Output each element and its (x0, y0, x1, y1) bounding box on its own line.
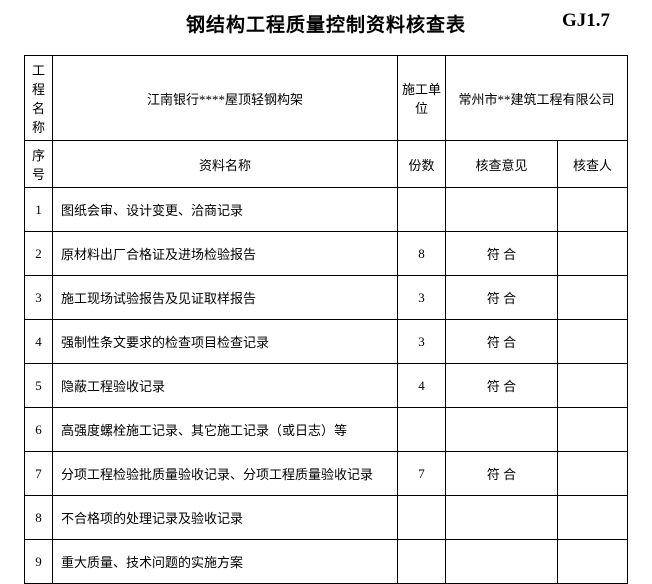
cell-checker (557, 188, 627, 232)
table-body: 1图纸会审、设计变更、洽商记录2原材料出厂合格证及进场检验报告8符 合3施工现场… (25, 188, 628, 584)
cell-opinion (445, 188, 557, 232)
title-row: 钢结构工程质量控制资料核查表 GJ1.7 (0, 0, 652, 55)
cell-copies (397, 188, 445, 232)
cell-copies (397, 496, 445, 540)
table-row: 2原材料出厂合格证及进场检验报告8符 合 (25, 232, 628, 276)
table-row: 4强制性条文要求的检查项目检查记录3符 合 (25, 320, 628, 364)
cell-seq: 8 (25, 496, 53, 540)
cell-checker (557, 320, 627, 364)
cell-checker (557, 232, 627, 276)
cell-seq: 7 (25, 452, 53, 496)
cell-item-name: 分项工程检验批质量验收记录、分项工程质量验收记录 (53, 452, 398, 496)
cell-opinion: 符 合 (445, 452, 557, 496)
col-item-name: 资料名称 (53, 141, 398, 188)
cell-item-name: 隐蔽工程验收记录 (53, 364, 398, 408)
cell-opinion: 符 合 (445, 276, 557, 320)
cell-item-name: 施工现场试验报告及见证取样报告 (53, 276, 398, 320)
cell-opinion (445, 408, 557, 452)
table-row: 5隐蔽工程验收记录4符 合 (25, 364, 628, 408)
table-row: 7分项工程检验批质量验收记录、分项工程质量验收记录7符 合 (25, 452, 628, 496)
col-copies: 份数 (397, 141, 445, 188)
table-row: 6高强度螺栓施工记录、其它施工记录（或日志）等 (25, 408, 628, 452)
cell-seq: 3 (25, 276, 53, 320)
project-name-value: 江南银行****屋顶轻钢构架 (53, 56, 398, 141)
project-name-label: 工程名称 (25, 56, 53, 141)
cell-checker (557, 276, 627, 320)
cell-seq: 4 (25, 320, 53, 364)
cell-copies: 3 (397, 276, 445, 320)
cell-opinion (445, 496, 557, 540)
cell-seq: 1 (25, 188, 53, 232)
construction-unit-value: 常州市**建筑工程有限公司 (445, 56, 627, 141)
cell-copies: 3 (397, 320, 445, 364)
cell-item-name: 不合格项的处理记录及验收记录 (53, 496, 398, 540)
cell-copies: 7 (397, 452, 445, 496)
cell-seq: 2 (25, 232, 53, 276)
inspection-table: 工程名称 江南银行****屋顶轻钢构架 施工单位 常州市**建筑工程有限公司 序… (24, 55, 628, 584)
cell-seq: 6 (25, 408, 53, 452)
col-checker: 核查人 (557, 141, 627, 188)
cell-item-name: 强制性条文要求的检查项目检查记录 (53, 320, 398, 364)
cell-checker (557, 496, 627, 540)
table-row: 1图纸会审、设计变更、洽商记录 (25, 188, 628, 232)
cell-checker (557, 364, 627, 408)
cell-opinion: 符 合 (445, 232, 557, 276)
cell-copies: 8 (397, 232, 445, 276)
cell-item-name: 图纸会审、设计变更、洽商记录 (53, 188, 398, 232)
project-header-row: 工程名称 江南银行****屋顶轻钢构架 施工单位 常州市**建筑工程有限公司 (25, 56, 628, 141)
page-title: 钢结构工程质量控制资料核查表 (186, 10, 466, 37)
col-seq: 序号 (25, 141, 53, 188)
cell-checker (557, 452, 627, 496)
form-code: GJ1.7 (562, 10, 610, 32)
construction-unit-label: 施工单位 (397, 56, 445, 141)
cell-item-name: 高强度螺栓施工记录、其它施工记录（或日志）等 (53, 408, 398, 452)
cell-seq: 5 (25, 364, 53, 408)
cell-item-name: 原材料出厂合格证及进场检验报告 (53, 232, 398, 276)
cell-opinion: 符 合 (445, 364, 557, 408)
cell-copies (397, 408, 445, 452)
table-row: 3施工现场试验报告及见证取样报告3符 合 (25, 276, 628, 320)
table-row: 8不合格项的处理记录及验收记录 (25, 496, 628, 540)
cell-copies: 4 (397, 364, 445, 408)
cell-opinion: 符 合 (445, 320, 557, 364)
col-opinion: 核查意见 (445, 141, 557, 188)
column-header-row: 序号 资料名称 份数 核查意见 核查人 (25, 141, 628, 188)
cell-checker (557, 408, 627, 452)
table-wrapper: 工程名称 江南银行****屋顶轻钢构架 施工单位 常州市**建筑工程有限公司 序… (0, 55, 652, 584)
